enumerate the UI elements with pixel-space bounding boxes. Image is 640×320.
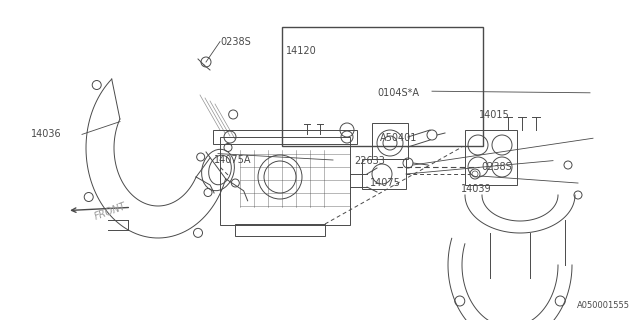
Text: 0104S*A: 0104S*A: [378, 88, 420, 98]
Text: 14075A: 14075A: [214, 155, 252, 165]
Bar: [220, 137, 350, 225]
Text: 14039: 14039: [461, 184, 492, 195]
Bar: [213, 130, 357, 144]
Text: 22633: 22633: [354, 156, 385, 166]
Text: FRONT: FRONT: [93, 201, 128, 221]
Text: 14036: 14036: [31, 129, 61, 140]
Bar: [282, 27, 483, 146]
Text: 0238S: 0238S: [221, 36, 252, 47]
Text: 0238S: 0238S: [481, 162, 512, 172]
Bar: [235, 224, 325, 236]
Bar: [372, 123, 408, 159]
Text: 14015: 14015: [479, 110, 509, 120]
Text: 14075: 14075: [370, 178, 401, 188]
Text: A050001555: A050001555: [577, 301, 630, 310]
Bar: [465, 130, 517, 185]
Text: A50401: A50401: [380, 133, 417, 143]
Text: 14120: 14120: [286, 46, 317, 56]
Bar: [362, 159, 406, 189]
